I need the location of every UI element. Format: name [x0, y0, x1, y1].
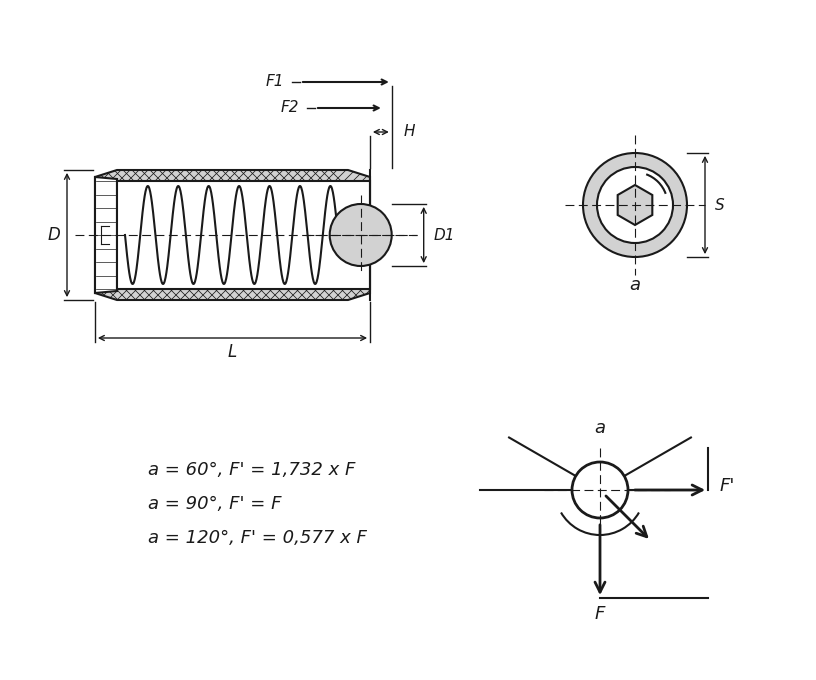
Bar	[117, 181, 370, 289]
Circle shape	[583, 153, 687, 257]
Text: F': F'	[720, 477, 735, 495]
Bar	[95, 170, 370, 300]
Text: S: S	[715, 197, 725, 212]
Circle shape	[330, 204, 392, 266]
Text: a = 120°, F' = 0,577 x F: a = 120°, F' = 0,577 x F	[148, 529, 367, 547]
Text: D: D	[47, 226, 60, 244]
Polygon shape	[95, 177, 117, 293]
Polygon shape	[618, 185, 652, 225]
Text: H: H	[404, 124, 415, 139]
Polygon shape	[95, 170, 370, 300]
Text: a = 60°, F' = 1,732 x F: a = 60°, F' = 1,732 x F	[148, 461, 356, 479]
Text: L: L	[228, 343, 237, 361]
Circle shape	[572, 462, 628, 518]
Text: F1: F1	[265, 75, 284, 90]
Text: D1: D1	[433, 228, 455, 243]
Circle shape	[597, 167, 673, 243]
Text: F: F	[595, 605, 605, 623]
Text: F2: F2	[281, 101, 299, 116]
Text: a = 90°, F' = F: a = 90°, F' = F	[148, 495, 282, 513]
Text: a: a	[629, 276, 641, 294]
Text: a: a	[595, 419, 605, 437]
